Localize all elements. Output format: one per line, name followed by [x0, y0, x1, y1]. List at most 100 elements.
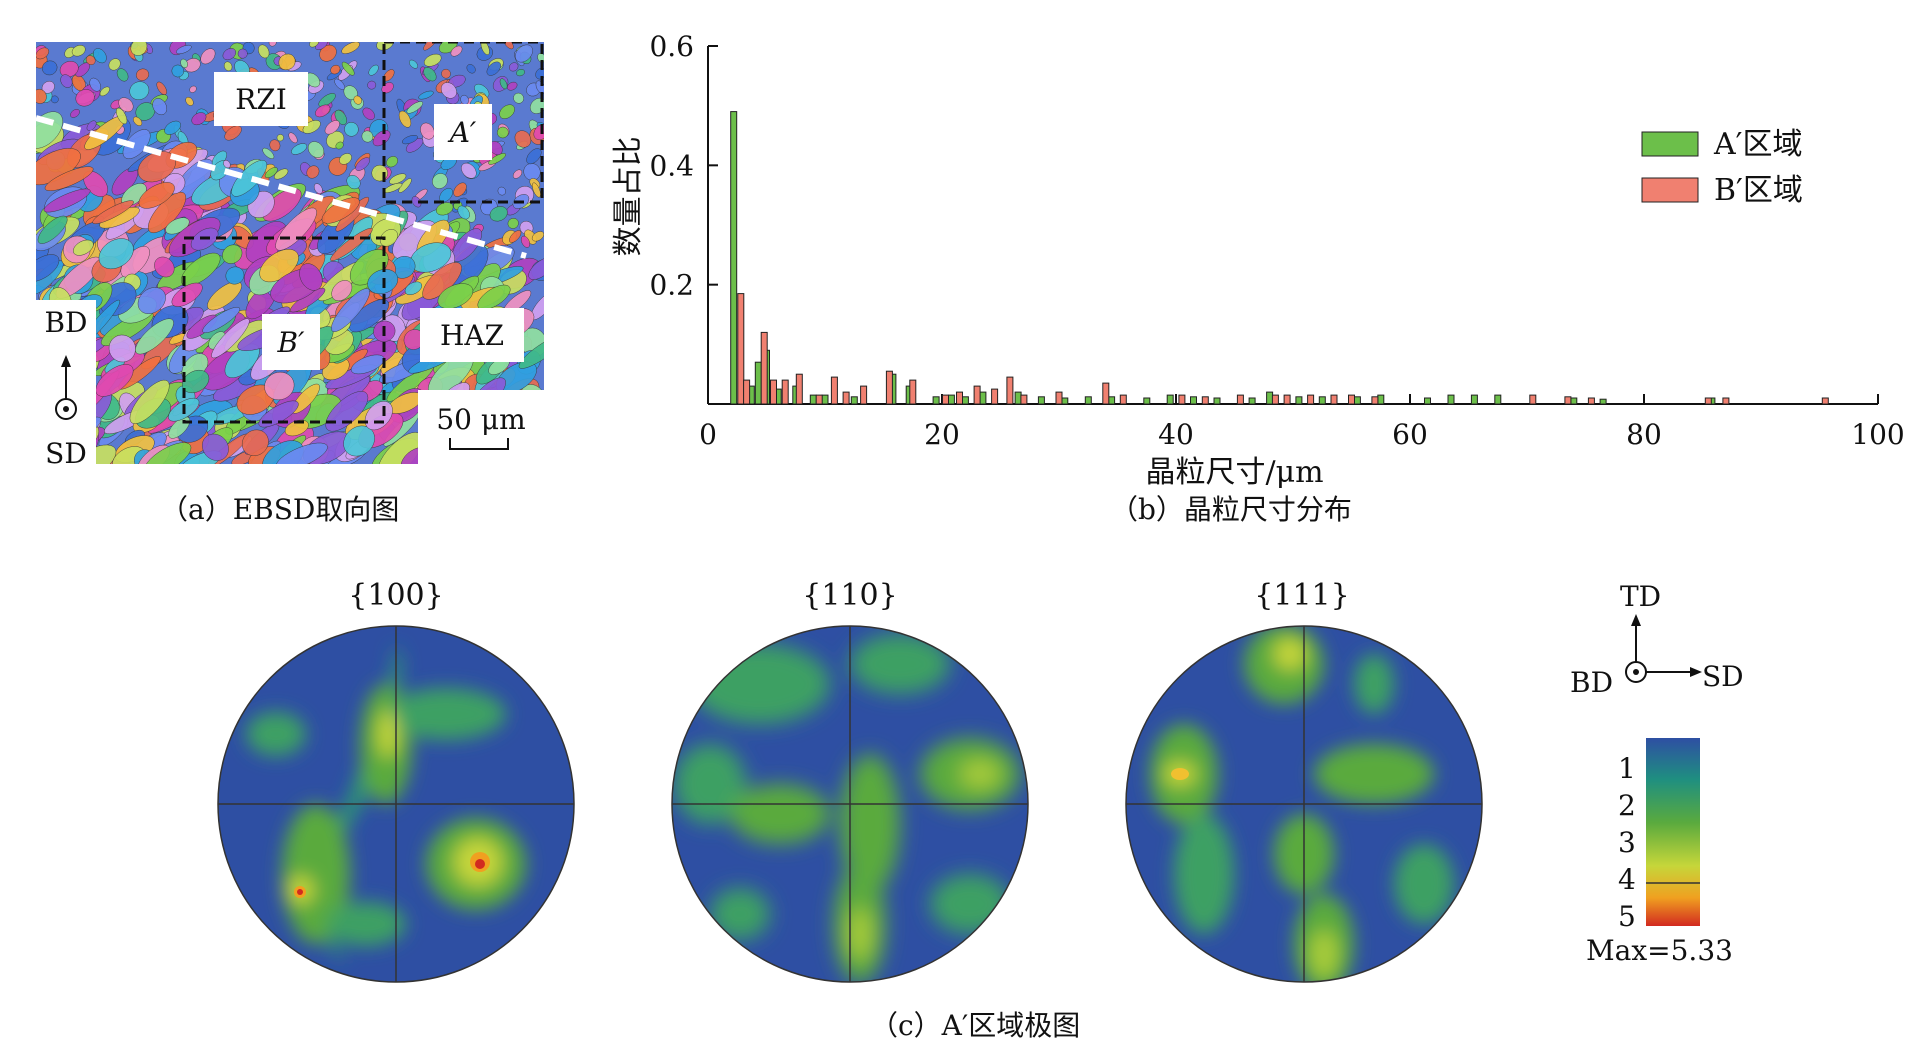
grain — [432, 173, 448, 189]
grain — [275, 442, 328, 464]
grain — [398, 110, 412, 128]
grain — [130, 42, 148, 56]
caption-b: （b）晶粒尺寸分布 — [1110, 493, 1352, 526]
bar-region-b — [1201, 396, 1209, 405]
bar-region-a — [1318, 396, 1326, 405]
legend-label-region-a: A′区域 — [1713, 127, 1802, 162]
grain — [440, 82, 457, 99]
grain — [520, 235, 531, 248]
grain — [423, 42, 439, 51]
grain — [116, 68, 129, 82]
legend-swatch-region-a — [1641, 131, 1699, 157]
grain — [93, 48, 107, 64]
grain — [222, 48, 236, 61]
bar-region-b — [1330, 394, 1338, 405]
bar-region-b — [1006, 376, 1014, 405]
grain — [275, 207, 317, 251]
grain — [180, 252, 221, 287]
grain — [171, 282, 203, 307]
grain — [200, 48, 216, 65]
grain — [288, 132, 298, 144]
grain — [523, 163, 541, 181]
grain — [450, 45, 463, 57]
grain — [152, 98, 168, 116]
grain-size-chart: 0.2 0.4 0.6 0 20 40 60 80 100 晶粒尺寸/μm 数量占比 A′区域 B′区域 — [611, 30, 1905, 490]
region-b-box — [182, 236, 386, 424]
grain — [108, 334, 136, 363]
grain — [341, 61, 355, 76]
bar-region-a — [1248, 397, 1256, 405]
td-axis-label: TD — [1620, 580, 1662, 613]
grain — [423, 67, 437, 82]
bar-region-b — [830, 376, 838, 405]
grain — [477, 284, 511, 310]
bar-region-b — [860, 385, 868, 405]
grain — [341, 42, 360, 54]
y-tick-label: 0.2 — [649, 269, 694, 302]
grain — [512, 169, 523, 179]
grain — [189, 85, 197, 93]
bar-region-a — [1570, 397, 1578, 405]
grain — [223, 160, 231, 169]
bar-region-a — [1061, 397, 1069, 405]
x-axis-label: 晶粒尺寸/μm — [1145, 455, 1323, 490]
grain — [461, 162, 477, 179]
grain — [389, 173, 407, 185]
grain — [355, 157, 370, 171]
grain — [264, 167, 278, 179]
grain — [349, 299, 390, 333]
bar-region-b — [1236, 394, 1244, 405]
bar-region-a — [1295, 396, 1303, 405]
grain — [43, 188, 91, 213]
bar-region-a — [1037, 396, 1045, 405]
grain — [368, 64, 379, 76]
pole-figure-title-100: {100} — [348, 578, 444, 613]
grain — [98, 238, 134, 270]
grain — [398, 178, 412, 193]
bar-region-b — [737, 293, 745, 405]
grain — [85, 55, 96, 66]
grain — [202, 306, 241, 334]
grain — [353, 95, 362, 105]
grain — [518, 335, 544, 369]
grain — [268, 42, 277, 47]
grain — [42, 60, 58, 76]
grain — [137, 287, 166, 314]
grain — [497, 186, 506, 196]
grain — [515, 44, 533, 63]
bar-region-b — [1055, 391, 1063, 405]
grain — [437, 283, 474, 309]
grain — [75, 89, 95, 107]
grain — [499, 78, 508, 90]
grain — [138, 182, 175, 209]
bar-region-b — [1307, 394, 1315, 405]
colorbar-tick-1: 1 — [1618, 752, 1636, 785]
bar-region-b — [1371, 396, 1379, 405]
bar-region-b — [1348, 394, 1355, 405]
scale-bar-label: 50 μm — [436, 402, 526, 436]
y-axis-label: 数量占比 — [611, 136, 646, 256]
grain — [418, 90, 434, 100]
bar-region-b — [1529, 394, 1537, 405]
grain — [343, 425, 375, 457]
pole-figure-axes: TD BD SD — [1570, 580, 1760, 710]
pole-figure-title-111: {111} — [1254, 578, 1350, 613]
grain — [315, 42, 328, 50]
grain — [489, 206, 508, 222]
colorbar-tick-5: 5 — [1618, 900, 1636, 933]
grain — [346, 175, 361, 190]
grain — [409, 59, 418, 69]
bar-region-b — [815, 394, 823, 405]
bar-region-a — [1108, 396, 1116, 405]
bar-region-a — [1424, 397, 1431, 405]
bar-region-b — [842, 391, 850, 405]
grain — [108, 58, 121, 71]
colorbar-gradient — [1646, 738, 1700, 926]
grain — [507, 218, 519, 229]
bar-region-a — [850, 396, 858, 405]
grain — [129, 379, 170, 424]
bar-region-b — [973, 385, 981, 405]
grain — [441, 68, 451, 79]
x-tick-label: 40 — [1158, 418, 1194, 451]
y-tick-label: 0.6 — [649, 30, 694, 63]
